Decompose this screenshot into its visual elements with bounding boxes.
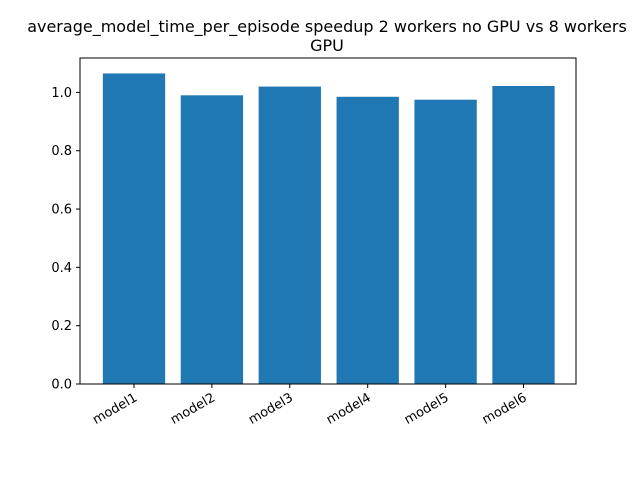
bar-model3 xyxy=(258,86,321,384)
plot-frame xyxy=(79,57,577,385)
bar-model2 xyxy=(180,95,244,384)
y-tick-label: 0.2 xyxy=(51,319,72,334)
y-tick-label: 0.0 xyxy=(51,378,72,393)
y-tick-label: 0.6 xyxy=(51,203,72,218)
y-tick-label: 0.4 xyxy=(51,261,72,276)
bar-series xyxy=(102,73,555,385)
y-tick-label: 1.0 xyxy=(51,86,72,101)
chart-title-line-2: GPU xyxy=(310,36,344,55)
bar-model1 xyxy=(102,73,166,384)
y-tick-label: 0.8 xyxy=(51,144,72,159)
chart-title-line-1: average_model_time_per_episode speedup 2… xyxy=(27,17,627,37)
bar-model5 xyxy=(414,99,477,384)
bar-model6 xyxy=(492,85,555,385)
bar-model4 xyxy=(336,96,399,384)
